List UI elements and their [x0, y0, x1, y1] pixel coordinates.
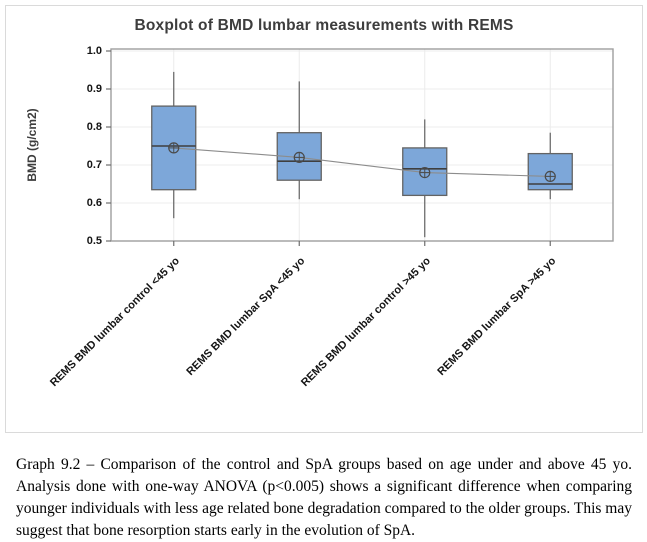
- mean-trend-line: [173, 147, 551, 177]
- boxplot-svg: [106, 48, 614, 246]
- y-tick-label: 0.9: [86, 83, 102, 95]
- boxplot-figure: Boxplot of BMD lumbar measurements with …: [5, 5, 643, 433]
- plot-frame: [110, 48, 614, 242]
- chart-title: Boxplot of BMD lumbar measurements with …: [134, 17, 514, 34]
- y-tick-label: 0.7: [86, 159, 102, 171]
- y-tick-label: 1.0: [86, 45, 102, 57]
- y-tick-label: 0.8: [86, 121, 102, 133]
- y-tick-label: 0.6: [86, 197, 102, 209]
- caption-text: Graph 9.2 – Comparison of the control an…: [16, 456, 632, 539]
- y-tick-label: 0.5: [86, 235, 102, 247]
